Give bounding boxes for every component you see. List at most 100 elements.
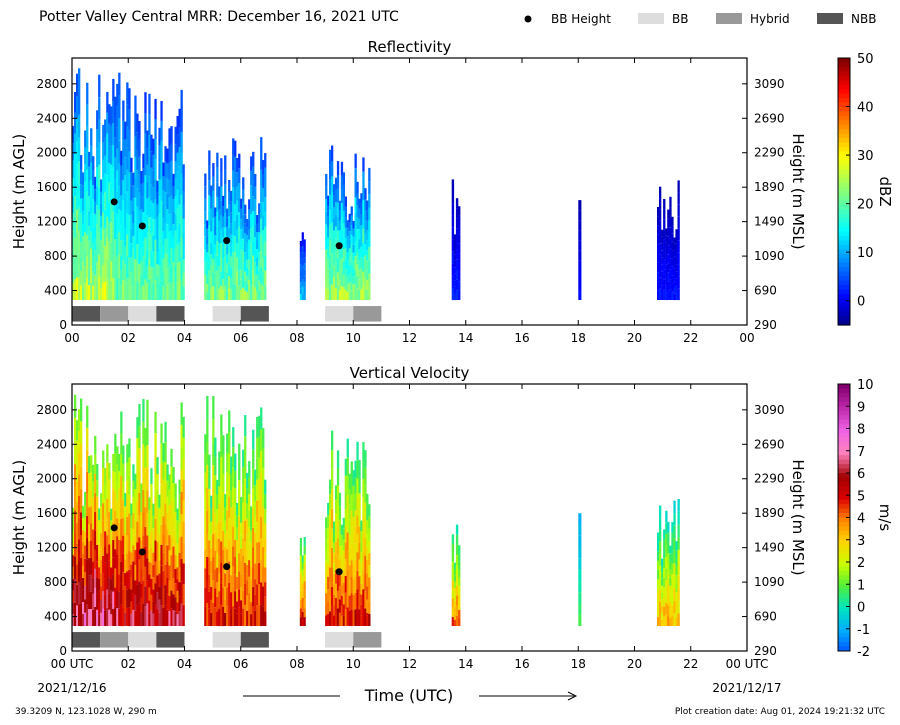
field-cell bbox=[74, 556, 77, 580]
field-cell bbox=[130, 528, 133, 541]
field-cell bbox=[451, 288, 455, 301]
field-cell bbox=[677, 288, 680, 301]
field-cell bbox=[234, 140, 237, 157]
field-cell bbox=[366, 230, 369, 241]
field-cell bbox=[299, 288, 302, 295]
field-cell bbox=[172, 498, 175, 515]
field-cell bbox=[224, 213, 227, 228]
field-cell bbox=[228, 252, 231, 264]
field-cell bbox=[142, 241, 145, 257]
colorbar-frame bbox=[837, 57, 851, 326]
field-cell bbox=[166, 254, 169, 270]
field-cell bbox=[299, 294, 302, 300]
field-cell bbox=[102, 230, 105, 248]
field-cell bbox=[258, 290, 261, 300]
field-cell bbox=[156, 457, 159, 474]
field-cell bbox=[128, 476, 131, 495]
field-cell bbox=[96, 262, 99, 282]
field-cell bbox=[234, 172, 237, 189]
field-cell bbox=[669, 585, 672, 594]
field-cell bbox=[122, 280, 125, 301]
colorbar-tick-label: 5 bbox=[857, 489, 865, 504]
field-cell bbox=[342, 582, 345, 594]
field-cell bbox=[224, 169, 227, 185]
field-cell bbox=[451, 552, 455, 562]
field-cell bbox=[677, 252, 680, 265]
field-cell bbox=[100, 239, 103, 252]
field-cell bbox=[325, 571, 328, 583]
field-cell bbox=[303, 590, 306, 600]
field-cell bbox=[673, 588, 676, 601]
field-cell bbox=[661, 278, 664, 286]
field-cell bbox=[112, 488, 115, 506]
field-cell bbox=[260, 267, 263, 284]
field-cell bbox=[663, 597, 666, 607]
field-cell bbox=[108, 479, 111, 496]
field-cell bbox=[156, 276, 159, 289]
field-cell bbox=[331, 160, 334, 177]
field-cell bbox=[110, 590, 113, 603]
field-cell bbox=[92, 156, 95, 171]
field-cell bbox=[78, 604, 81, 626]
field-cell bbox=[158, 573, 161, 587]
field-cell bbox=[344, 525, 347, 543]
bb-height-marker bbox=[110, 524, 118, 532]
field-cell bbox=[174, 178, 177, 196]
field-cell bbox=[362, 497, 365, 516]
field-cell bbox=[238, 168, 241, 183]
field-cell bbox=[88, 270, 91, 286]
field-cell bbox=[122, 160, 125, 181]
field-cell bbox=[346, 513, 349, 533]
field-cell bbox=[122, 571, 125, 590]
y2-tick-label: 1490 bbox=[754, 541, 785, 555]
field-cell bbox=[146, 603, 149, 626]
field-cell bbox=[162, 258, 165, 273]
field-cell bbox=[138, 470, 141, 493]
field-cell bbox=[130, 285, 133, 300]
field-cell bbox=[348, 610, 351, 626]
field-cell bbox=[176, 152, 179, 172]
field-cell bbox=[118, 488, 121, 506]
field-cell bbox=[669, 279, 672, 290]
field-cell bbox=[364, 188, 367, 200]
field-cell bbox=[156, 490, 159, 508]
field-cell bbox=[180, 89, 183, 111]
field-cell bbox=[76, 543, 79, 565]
field-cell bbox=[164, 223, 167, 239]
field-cell bbox=[154, 279, 157, 300]
field-cell bbox=[358, 460, 361, 477]
colorbar-cell bbox=[838, 231, 850, 237]
field-cell bbox=[206, 395, 209, 419]
field-cell bbox=[677, 192, 680, 205]
field-cell bbox=[132, 480, 135, 497]
field-cell bbox=[356, 229, 359, 241]
field-cell bbox=[260, 582, 263, 605]
field-cell bbox=[232, 427, 235, 448]
field-cell bbox=[226, 587, 229, 607]
field-cell bbox=[90, 248, 93, 266]
field-cell bbox=[94, 473, 97, 493]
field-cell bbox=[248, 543, 251, 561]
field-cell bbox=[244, 583, 247, 605]
field-cell bbox=[344, 609, 347, 626]
field-cell bbox=[146, 249, 149, 267]
field-cell bbox=[224, 507, 227, 521]
field-cell bbox=[260, 234, 263, 252]
x-tick-label: 18 bbox=[571, 331, 586, 345]
field-cell bbox=[180, 216, 183, 237]
field-cell bbox=[342, 572, 345, 583]
field-cell bbox=[236, 214, 239, 229]
field-cell bbox=[240, 548, 243, 562]
field-cell bbox=[142, 168, 145, 183]
field-cell bbox=[331, 567, 334, 587]
field-cell bbox=[148, 613, 151, 627]
colorbar-cell bbox=[838, 392, 850, 398]
field-cell bbox=[250, 228, 253, 243]
field-cell bbox=[232, 251, 235, 268]
field-cell bbox=[114, 549, 117, 569]
field-cell bbox=[74, 487, 77, 511]
field-cell bbox=[158, 586, 161, 600]
field-cell bbox=[451, 580, 455, 590]
field-cell bbox=[360, 214, 363, 226]
field-cell bbox=[174, 282, 177, 300]
